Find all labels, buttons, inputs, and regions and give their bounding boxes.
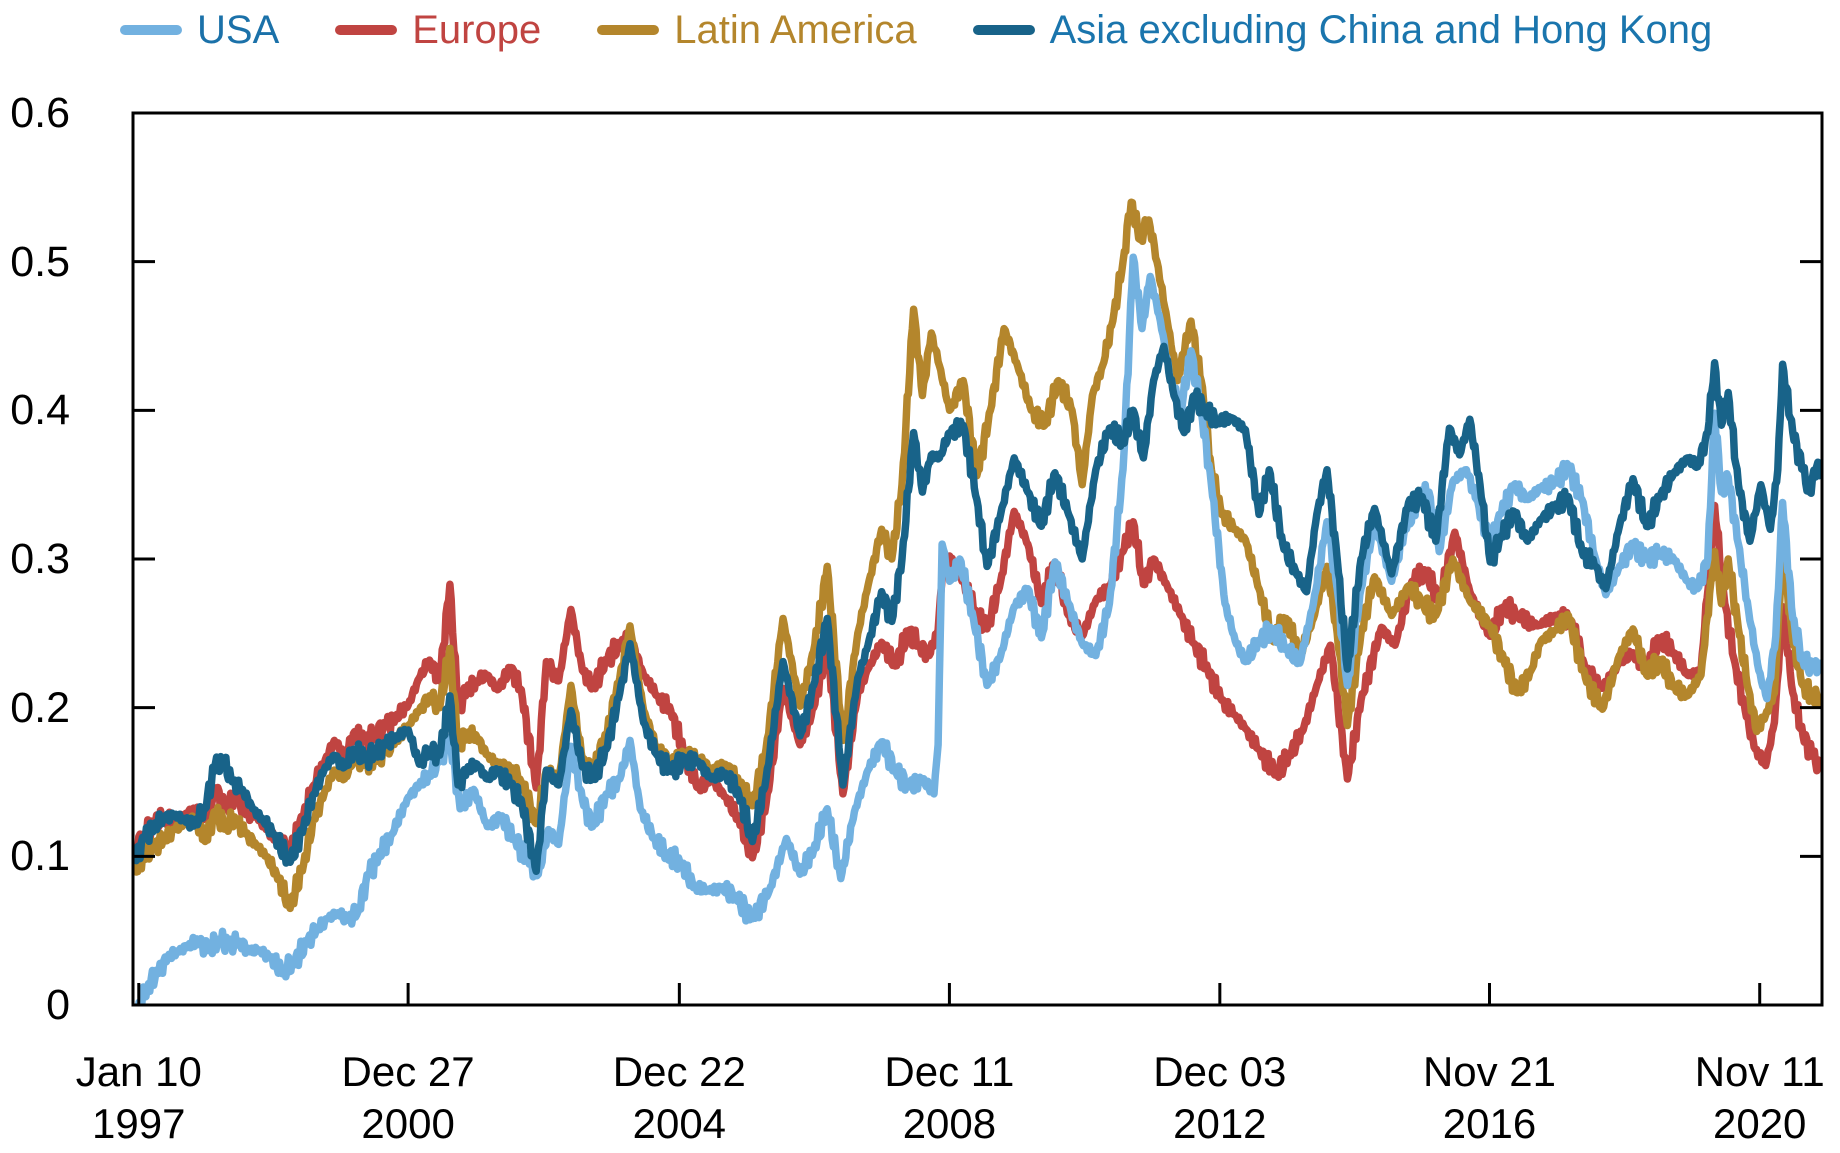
y-tick-label-0.2: 0.2 [10, 683, 70, 732]
y-tick-label-0.3: 0.3 [10, 535, 70, 583]
x-tick-label-2016: Nov 21 2016 [1340, 1046, 1640, 1150]
series-line-usa [134, 253, 1822, 1005]
legend-line-swatch [597, 25, 660, 35]
x-tick-label-1997: Jan 10 1997 [0, 1046, 289, 1150]
x-tick-date: Dec 27 [341, 1048, 475, 1095]
legend-item-latin-america: Latin America [597, 8, 917, 52]
y-tick-label-0.5: 0.5 [10, 237, 70, 286]
x-tick-label-2000: Dec 27 2000 [258, 1046, 558, 1150]
legend-line-swatch [335, 25, 398, 35]
x-tick-year: 2012 [1173, 1100, 1267, 1147]
legend-label: Europe [412, 8, 542, 52]
legend-item-usa: USA [120, 10, 279, 50]
series-line-europe [133, 501, 1822, 862]
legend-line-swatch [972, 25, 1035, 35]
plot-border [131, 111, 1824, 1007]
legend-line-swatch [120, 25, 182, 35]
legend-item-europe: Europe [335, 10, 541, 50]
series-line-latin-america [133, 198, 1822, 913]
series-line-asia-excluding-china-and-hong-kong [133, 342, 1822, 875]
x-tick-year: 2000 [361, 1100, 455, 1147]
x-tick-year: 2016 [1442, 1100, 1537, 1147]
x-tick-label-2008: Dec 11 2008 [799, 1046, 1099, 1150]
x-tick-date: Nov 11 [1694, 1048, 1825, 1095]
legend-label: Latin America [674, 8, 917, 52]
x-tick-year: 2020 [1712, 1100, 1807, 1147]
x-tick-year: 1997 [92, 1100, 186, 1147]
legend-label: Asia excluding China and Hong Kong [1049, 8, 1713, 52]
x-tick-label-2004: Dec 22 2004 [529, 1046, 829, 1150]
x-tick-year: 2004 [632, 1100, 727, 1147]
x-tick-date: Jan 10 [75, 1048, 202, 1095]
chart-legend: USA Europe Latin America Asia excluding Chi… [120, 4, 1712, 56]
y-tick-label-0: 0 [46, 981, 70, 1029]
y-tick-label-0.6: 0.6 [10, 89, 70, 137]
x-tick-label-2020: Nov 11 2020 [1610, 1046, 1840, 1150]
x-tick-date: Dec 22 [612, 1048, 746, 1095]
x-tick-date: Dec 03 [1153, 1048, 1287, 1095]
x-tick-label-2012: Dec 03 2012 [1070, 1046, 1370, 1150]
legend-item-asia-excluding-china-and-hong-kong: Asia excluding China and Hong Kong [972, 8, 1713, 52]
x-tick-date: Nov 21 [1422, 1048, 1557, 1095]
x-tick-date: Dec 11 [884, 1048, 1015, 1095]
y-tick-label-0.1: 0.1 [10, 832, 70, 881]
x-tick-year: 2008 [902, 1100, 997, 1147]
y-tick-label-0.4: 0.4 [10, 386, 70, 435]
legend-label: USA [197, 8, 280, 52]
